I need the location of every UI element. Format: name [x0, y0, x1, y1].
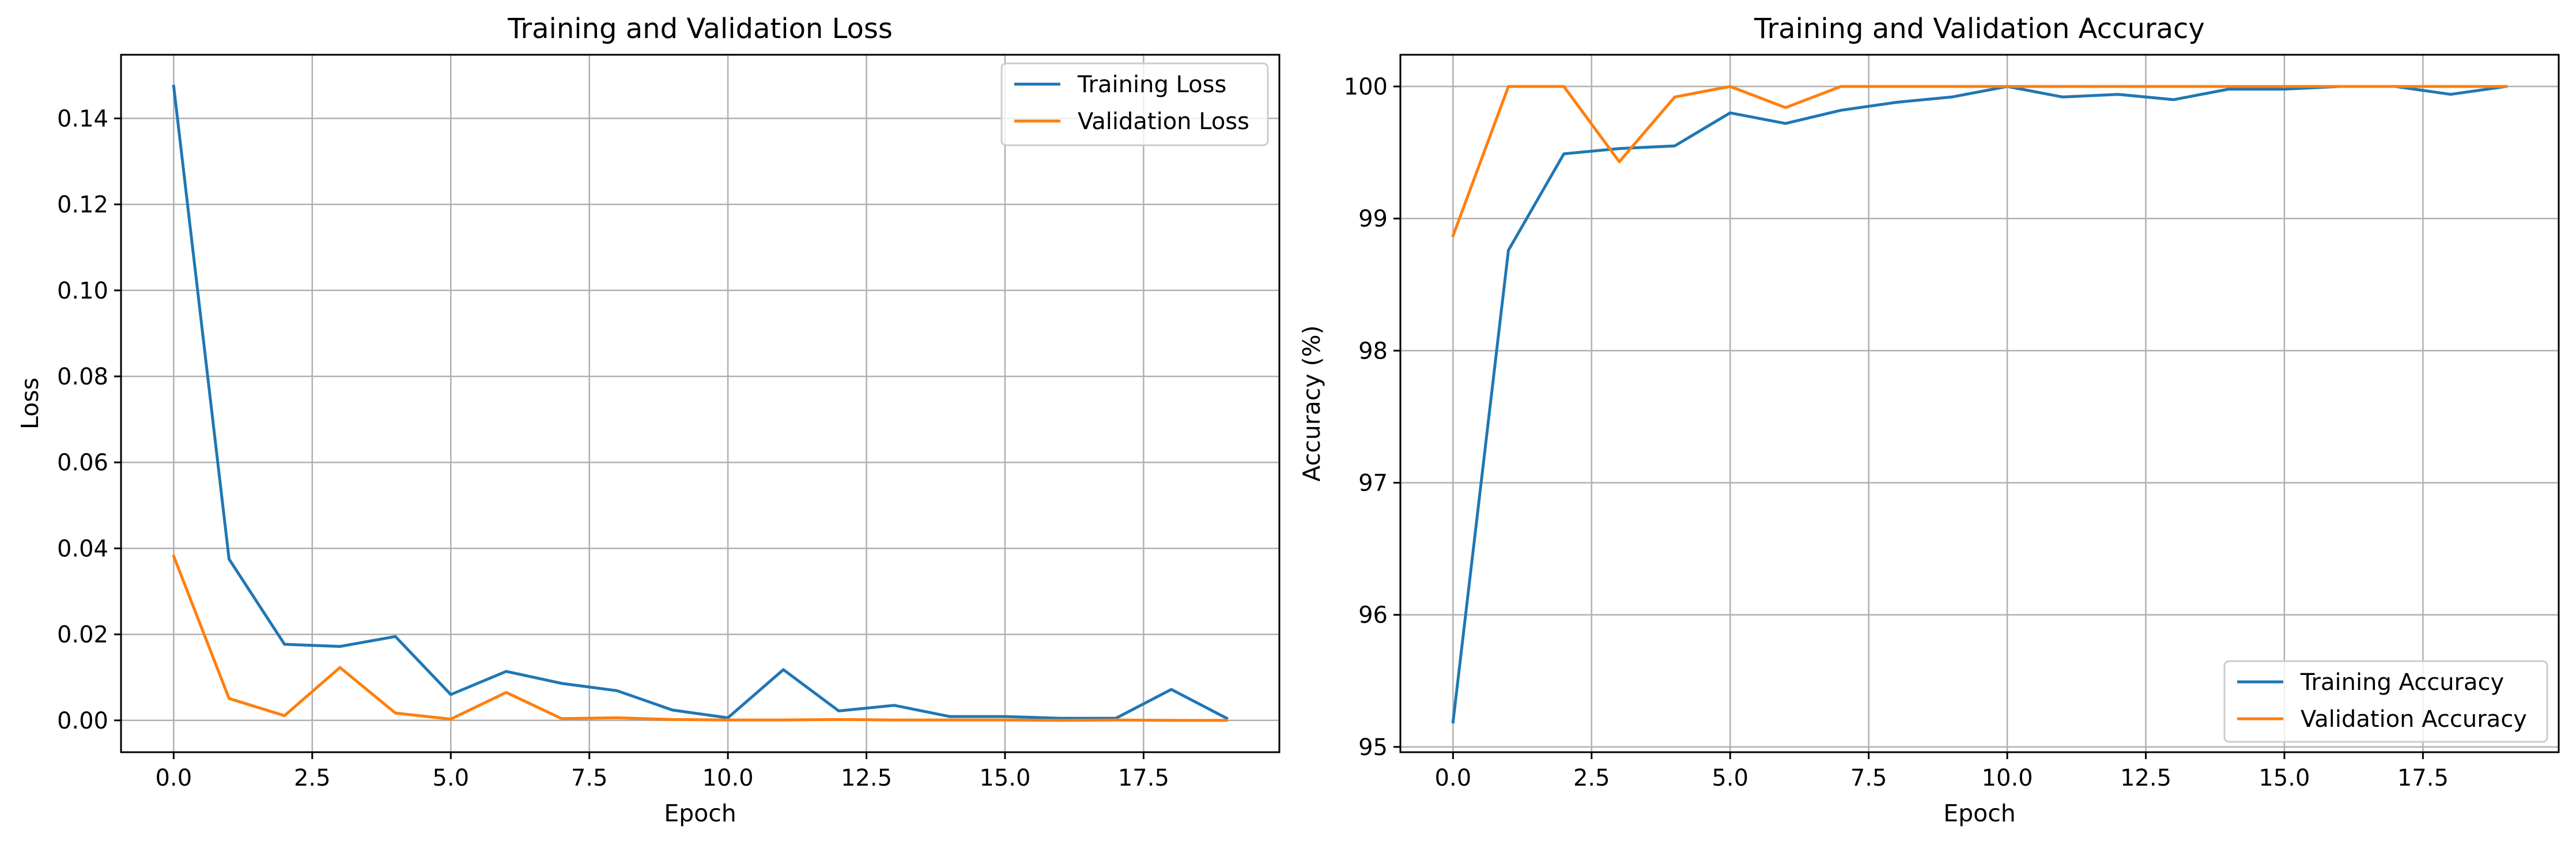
- loss-y-tick-label: 0.04: [57, 535, 108, 562]
- loss-x-tick-label: 10.0: [702, 765, 754, 791]
- loss-y-tick-label: 0.10: [57, 278, 108, 304]
- loss-chart: 0.0 2.5 5.0 7.5 10.0 12.5 15.0 17.5 0.000.020.0…: [16, 13, 1281, 827]
- accuracy-chart-title: Training and Validation Accuracy: [1754, 13, 2205, 45]
- accuracy-x-tick-label: 10.0: [1982, 765, 2033, 791]
- loss-y-tick-label: 0.06: [57, 450, 108, 476]
- loss-x-tick-label: 12.5: [841, 765, 892, 791]
- accuracy-legend-label-validation: Validation Accuracy: [2301, 706, 2527, 733]
- accuracy-y-tick-label: 100: [1344, 74, 1388, 100]
- loss-x-axis-label: Epoch: [664, 799, 736, 827]
- accuracy-x-tick-label: 17.5: [2397, 765, 2449, 791]
- loss-x-tick-label: 17.5: [1118, 765, 1169, 791]
- accuracy-series-lines: [1451, 85, 2508, 724]
- loss-grid: [121, 55, 1279, 752]
- loss-legend-label-validation: Validation Loss: [1078, 108, 1249, 135]
- accuracy-x-tick-label: 0.0: [1435, 765, 1472, 791]
- accuracy-grid: [1400, 55, 2559, 752]
- loss-y-tick-label: 0.00: [57, 708, 108, 734]
- accuracy-y-tick-label: 98: [1358, 338, 1388, 364]
- loss-plot-frame: [120, 54, 1281, 753]
- accuracy-x-tick-label: 2.5: [1573, 765, 1610, 791]
- accuracy-y-tick-label: 96: [1358, 602, 1388, 629]
- loss-y-axis-label: Loss: [16, 378, 44, 429]
- loss-series-line-validation: [172, 554, 1229, 722]
- accuracy-x-tick-label: 12.5: [2120, 765, 2171, 791]
- accuracy-x-tick-label: 5.0: [1712, 765, 1748, 791]
- accuracy-y-tick-label: 95: [1358, 734, 1388, 761]
- loss-y-tick-label: 0.12: [57, 192, 108, 218]
- loss-x-tick-label: 0.0: [156, 765, 192, 791]
- loss-x-tick-label: 2.5: [294, 765, 331, 791]
- accuracy-y-axis-label: Accuracy (%): [1298, 325, 1325, 481]
- loss-x-tick-label: 7.5: [571, 765, 608, 791]
- loss-legend-label-training: Training Loss: [1077, 71, 1226, 98]
- accuracy-plot-frame: [1399, 54, 2560, 753]
- loss-series-line-training: [172, 84, 1229, 720]
- accuracy-legend: Training Accuracy Validation Accuracy: [2223, 660, 2548, 743]
- loss-y-tick-label: 0.02: [57, 622, 108, 648]
- accuracy-y-ticks: 95 96 97 98 99 100: [1344, 74, 1400, 761]
- loss-chart-title: Training and Validation Loss: [507, 13, 893, 45]
- loss-legend: Training Loss Validation Loss: [1000, 62, 1269, 146]
- accuracy-y-tick-label: 97: [1358, 470, 1388, 497]
- loss-x-ticks: 0.0 2.5 5.0 7.5 10.0 12.5 15.0 17.5: [156, 752, 1169, 791]
- loss-legend-box: [1000, 62, 1269, 146]
- loss-series-lines: [172, 84, 1229, 722]
- loss-y-tick-label: 0.08: [57, 364, 108, 390]
- accuracy-y-tick-label: 99: [1358, 206, 1388, 232]
- loss-x-tick-label: 15.0: [979, 765, 1030, 791]
- accuracy-x-ticks: 0.0 2.5 5.0 7.5 10.0 12.5 15.0 17.5: [1435, 752, 2449, 791]
- accuracy-series-line-validation: [1451, 85, 2508, 238]
- loss-x-tick-label: 5.0: [432, 765, 469, 791]
- loss-y-tick-label: 0.14: [57, 105, 108, 132]
- accuracy-x-axis-label: Epoch: [1943, 799, 2016, 827]
- accuracy-legend-box: [2223, 660, 2548, 743]
- accuracy-legend-label-training: Training Accuracy: [2300, 669, 2504, 696]
- accuracy-x-tick-label: 7.5: [1850, 765, 1887, 791]
- accuracy-chart: 0.0 2.5 5.0 7.5 10.0 12.5 15.0 17.5 95 96 97 98 99 1…: [1298, 13, 2560, 827]
- loss-y-ticks: 0.00 0.02 0.04 0.06 0.08 0.10 0.12 0.14: [57, 105, 121, 734]
- accuracy-x-tick-label: 15.0: [2258, 765, 2310, 791]
